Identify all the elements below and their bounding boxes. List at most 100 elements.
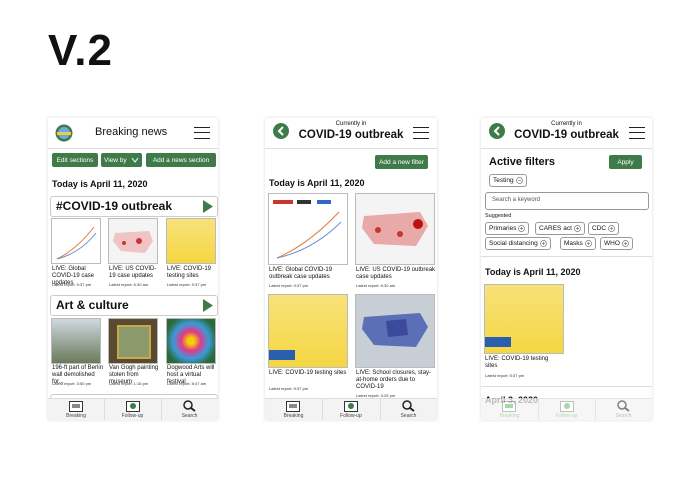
section-header[interactable]: #COVID-19 outbreak <box>50 196 218 217</box>
thumbnail <box>355 294 435 368</box>
section-title: #COVID-19 outbreak <box>56 199 173 213</box>
thumbnail <box>108 218 158 264</box>
thumbnail <box>51 318 101 364</box>
nav-label: Breaking <box>499 413 520 419</box>
suggested-label: Suggested <box>485 213 512 219</box>
header-title: COVID-19 outbreak <box>514 129 619 141</box>
chip-label: CDC <box>592 225 607 232</box>
bottom-nav: Breaking Follow-up Search <box>265 398 437 420</box>
card-title[interactable]: Van Gogh painting stolen from museum <box>109 365 159 385</box>
bottom-nav: Breaking Follow-up Search <box>48 398 218 420</box>
thumbnail <box>166 318 216 364</box>
menu-button[interactable] <box>413 127 429 139</box>
nav-label: Search <box>181 413 198 419</box>
phone-screen: Breaking news Edit sections View by Add … <box>48 118 218 420</box>
thumbnail <box>355 193 435 265</box>
nav-item[interactable]: Follow-up <box>104 399 162 420</box>
add-icon <box>574 225 581 232</box>
top-bar: Currently in COVID-19 outbreak <box>265 118 437 149</box>
header-title: COVID-19 outbreak <box>298 129 404 141</box>
suggestion-chip[interactable]: Social distancing <box>485 237 551 250</box>
divider <box>481 256 652 257</box>
nav-label: Follow-up <box>340 413 362 419</box>
nav-item[interactable]: Breaking <box>481 399 539 420</box>
section-header[interactable]: Art & culture <box>50 295 218 316</box>
header-label: Currently in <box>335 121 367 127</box>
menu-button[interactable] <box>194 127 210 139</box>
filters-title: Active filters <box>489 156 556 168</box>
back-button[interactable] <box>273 123 289 139</box>
nav-label: Breaking <box>66 413 86 419</box>
card-title[interactable]: Dogwood Arts will host a virtual festiva… <box>167 365 215 385</box>
search-placeholder: Search a keyword <box>492 197 541 203</box>
card-title[interactable]: LIVE: COVID-19 testing sites <box>269 370 347 376</box>
card-meta: Latest report: 1:15 pm <box>109 381 149 386</box>
nav-label: Search <box>615 413 632 419</box>
phone-screen: Currently in COVID-19 outbreak Active fi… <box>481 118 652 420</box>
card-meta: Latest report: 6:30 am <box>356 283 396 288</box>
bottom-nav: Breaking Follow-up Search <box>481 398 652 420</box>
card-title[interactable]: LIVE: Global COVID-19 outbreak case upda… <box>269 267 333 280</box>
top-bar: Currently in COVID-19 outbreak <box>481 118 652 149</box>
nav-label: Search <box>400 413 417 419</box>
header-title: Breaking news <box>95 126 168 138</box>
nav-label: Breaking <box>283 413 304 419</box>
date-heading: Today is April 11, 2020 <box>269 178 365 188</box>
card-meta: Latest report: 9:37 pm <box>167 282 207 287</box>
phone-screen: Currently in COVID-19 outbreak Add a new… <box>265 118 437 420</box>
header-label: Currently in <box>551 121 582 127</box>
thumbnail <box>268 193 348 265</box>
nav-item[interactable]: Search <box>161 399 218 420</box>
add-section-button[interactable]: Add a news section <box>146 153 216 167</box>
suggestion-chip[interactable]: WHO <box>600 237 633 250</box>
card-meta: Latest report: 9:37 pm <box>269 283 309 288</box>
card-title[interactable]: LIVE: Global COVID-19 case updates <box>52 266 95 286</box>
thumbnail <box>268 294 348 368</box>
nav-item[interactable]: Breaking <box>265 399 323 420</box>
card-title[interactable]: LIVE: US COVID-19 outbreak case updates <box>356 267 436 280</box>
nav-item[interactable]: Follow-up <box>538 399 596 420</box>
add-icon <box>539 240 547 247</box>
thumbnail <box>166 218 216 264</box>
nav-label: Follow-up <box>555 413 578 419</box>
card-meta: Latest report: 6:30 am <box>109 282 149 287</box>
suggestion-chip[interactable]: CARES act <box>535 222 585 235</box>
chip-label: Masks <box>564 240 583 247</box>
chip-label: WHO <box>604 240 620 247</box>
menu-button[interactable] <box>629 127 645 139</box>
add-icon <box>608 225 615 232</box>
add-icon <box>518 225 526 232</box>
card-meta: Latest report: 9:37 pm <box>52 282 92 287</box>
card-title[interactable]: LIVE: School closures, stay-at-home orde… <box>356 370 432 390</box>
date-heading: Today is April 11, 2020 <box>52 179 148 189</box>
page-title: V.2 <box>48 26 114 75</box>
divider <box>481 386 652 387</box>
card-meta: Latest report: 3:50 pm <box>52 381 92 386</box>
suggestion-chip[interactable]: Masks <box>560 237 596 250</box>
date-heading: Today is April 11, 2020 <box>485 267 581 277</box>
section-title: Art & culture <box>56 298 129 312</box>
edit-sections-button[interactable]: Edit sections <box>52 153 98 167</box>
card-title[interactable]: LIVE: COVID-19 testing sites <box>485 356 549 369</box>
thumbnail <box>108 318 158 364</box>
add-filter-button[interactable]: Add a new filter <box>375 155 428 169</box>
nav-item[interactable]: Breaking <box>48 399 105 420</box>
nav-item[interactable]: Follow-up <box>322 399 381 420</box>
card-title[interactable]: 196-ft part of Berlin wall demolished fo… <box>52 365 104 385</box>
back-button[interactable] <box>489 123 505 139</box>
nav-item[interactable]: Search <box>380 399 437 420</box>
view-by-button[interactable]: View by <box>101 153 142 167</box>
suggestion-chip[interactable]: Primaries <box>485 222 530 235</box>
card-title[interactable]: LIVE: US COVID-19 case updates <box>109 266 157 279</box>
thumbnail <box>51 218 101 264</box>
active-filter-chip[interactable]: Testing <box>489 174 527 187</box>
card-title[interactable]: LIVE: COVID-19 testing sites <box>167 266 212 279</box>
suggestion-chip[interactable]: CDC <box>588 222 620 235</box>
chip-label: Social distancing <box>489 240 538 247</box>
nav-item[interactable]: Search <box>595 399 652 420</box>
logo <box>55 124 73 142</box>
search-input[interactable]: Search a keyword <box>485 192 649 210</box>
apply-button[interactable]: Apply <box>609 155 642 169</box>
card-meta: Latest report: 8:47 am <box>167 381 207 386</box>
